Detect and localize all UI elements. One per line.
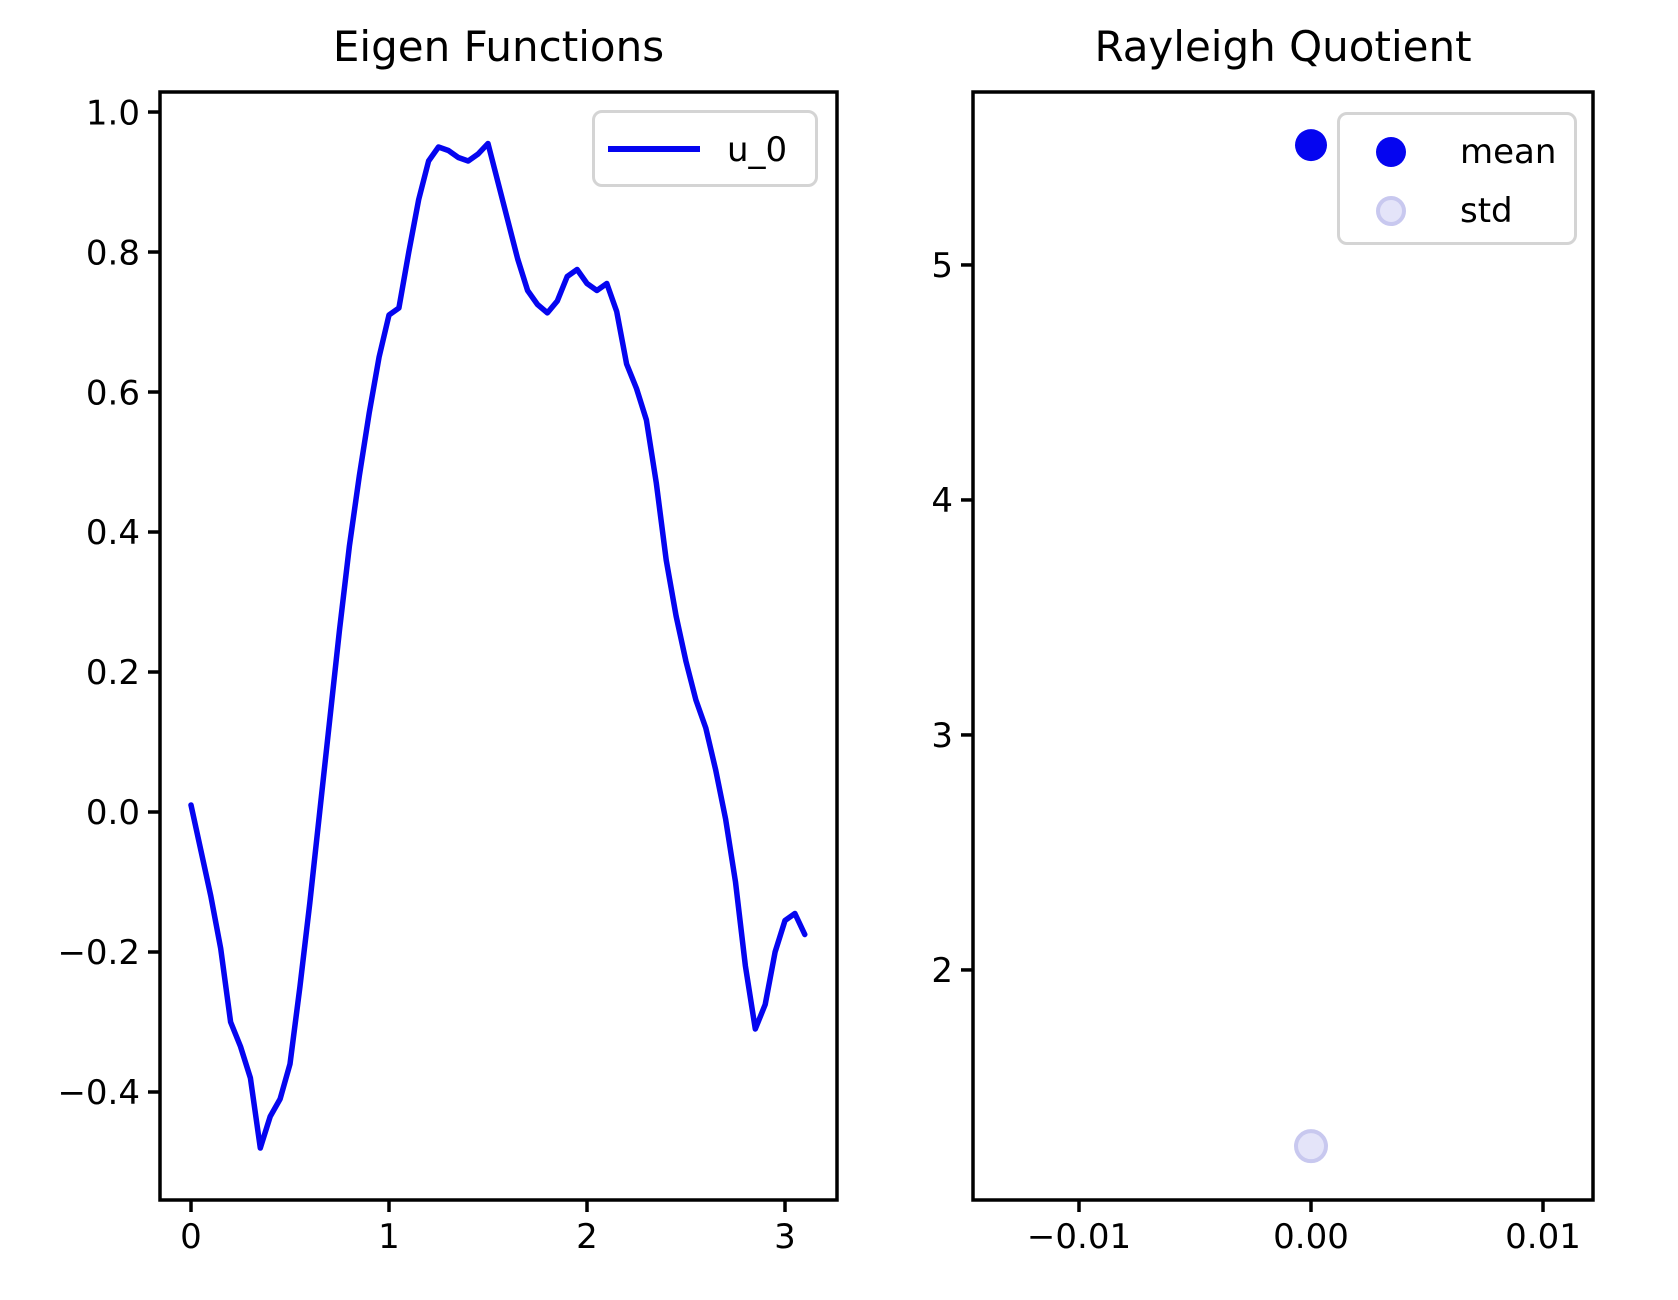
y-tick-label: −0.2	[57, 933, 140, 973]
x-tick-label: 0.00	[1273, 1217, 1349, 1257]
y-tick-label: 2	[931, 951, 953, 991]
y-tick-label: 1.0	[86, 93, 140, 133]
y-tick-label: 0.0	[86, 793, 140, 833]
scatter-point-std	[1294, 1129, 1329, 1164]
axes-box	[158, 90, 839, 1202]
y-tick-label: −0.4	[57, 1073, 140, 1113]
legend-label-mean: mean	[1460, 132, 1557, 172]
x-tick-label: 0.01	[1505, 1217, 1581, 1257]
left-plot-title: Eigen Functions	[332, 22, 665, 71]
left-plot-legend: u_0	[592, 110, 818, 187]
y-tick-label: 4	[931, 481, 953, 521]
y-tick-label: 0.8	[86, 233, 140, 273]
y-tick-label: 0.2	[86, 653, 140, 693]
y-tick-label: 3	[931, 716, 953, 756]
y-tick-label: 5	[931, 246, 953, 286]
legend-label-std: std	[1460, 191, 1513, 231]
axes-box	[971, 90, 1595, 1202]
series-line-u_0	[188, 140, 808, 1151]
scatter-point-mean	[1295, 129, 1328, 162]
legend-label-u0: u_0	[727, 130, 788, 170]
y-tick-label: 0.4	[86, 513, 140, 553]
legend-mean-dot-icon	[1376, 137, 1406, 167]
x-tick-label: 3	[774, 1217, 796, 1257]
right-plot-title: Rayleigh Quotient	[1094, 22, 1472, 71]
right-plot-legend: mean std	[1337, 112, 1577, 245]
x-tick-label: −0.01	[1027, 1217, 1131, 1257]
x-tick-label: 1	[378, 1217, 400, 1257]
legend-std-dot-icon	[1376, 196, 1406, 226]
x-tick-label: 0	[180, 1217, 202, 1257]
x-tick-label: 2	[576, 1217, 598, 1257]
y-tick-label: 0.6	[86, 373, 140, 413]
legend-line-swatch	[608, 146, 700, 152]
